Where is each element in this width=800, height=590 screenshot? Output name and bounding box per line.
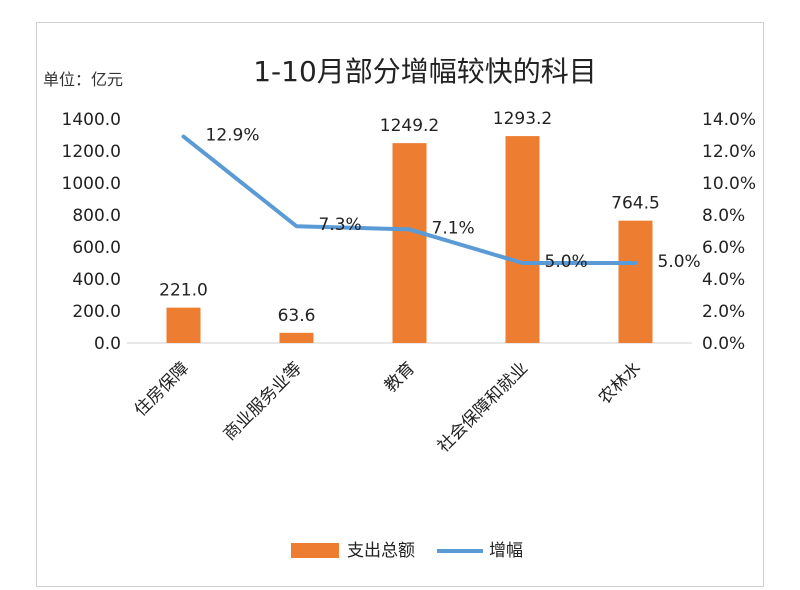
- line-data-label: 7.3%: [319, 215, 362, 235]
- line-group: [181, 134, 638, 265]
- bar-expenditure: [392, 143, 427, 343]
- line-data-label: 12.9%: [206, 126, 260, 146]
- y-right-tick-label: 10.0%: [702, 174, 756, 194]
- y-right-tick-label: 2.0%: [702, 302, 745, 322]
- x-tick-label: 社会保障和就业: [434, 358, 532, 456]
- bar-expenditure: [279, 332, 314, 343]
- x-tick-label: 商业服务业等: [220, 358, 306, 444]
- line-data-label: 7.1%: [432, 218, 475, 238]
- bar-data-label: 63.6: [278, 306, 316, 326]
- y-right-tick-label: 0.0%: [702, 334, 745, 354]
- chart-svg: 1-10月部分增幅较快的科目 单位：亿元 0.0 200.0 400.0 600.0 8…: [43, 55, 756, 561]
- y-left-tick-label: 1000.0: [62, 174, 121, 194]
- legend-label-line: 增幅: [489, 541, 523, 561]
- bars-group: [166, 136, 653, 343]
- chart-frame: 1-10月部分增幅较快的科目 单位：亿元 0.0 200.0 400.0 600.0 8…: [36, 22, 764, 587]
- unit-label: 单位：亿元: [43, 70, 123, 89]
- y-left-tick-label: 0.0: [94, 334, 121, 354]
- line-data-label: 5.0%: [545, 252, 588, 272]
- bar-data-label: 764.5: [611, 194, 660, 214]
- bar-expenditure: [618, 220, 653, 343]
- y-right-tick-label: 12.0%: [702, 142, 756, 162]
- x-tick-label: 农林水: [595, 358, 645, 408]
- x-tick-label: 教育: [381, 358, 419, 396]
- legend-label-bar: 支出总额: [347, 541, 415, 561]
- bar-data-label: 221.0: [159, 281, 208, 301]
- line-data-label: 5.0%: [658, 252, 701, 272]
- bar-expenditure: [166, 307, 201, 343]
- data-labels-group: 221.0 63.6 1249.2 1293.2 764.5 12.9% 7.3% 7.1% 5…: [159, 109, 701, 326]
- y-left-tick-label: 600.0: [72, 238, 121, 258]
- y-left-tick-label: 400.0: [72, 270, 121, 290]
- y-right-tick-label: 8.0%: [702, 206, 745, 226]
- legend-swatch-bar: [291, 543, 339, 558]
- bar-data-label: 1293.2: [493, 109, 552, 129]
- y-left-tick-label: 1200.0: [62, 142, 121, 162]
- y-left-tick-label: 200.0: [72, 302, 121, 322]
- y-right-tick-label: 14.0%: [702, 110, 756, 130]
- y-right-tick-label: 4.0%: [702, 270, 745, 290]
- legend[interactable]: 支出总额 增幅: [291, 541, 523, 561]
- bar-expenditure: [505, 136, 540, 343]
- x-tick-label: 住房保障: [131, 358, 193, 420]
- y-left-tick-label: 800.0: [72, 206, 121, 226]
- bar-data-label: 1249.2: [380, 116, 439, 136]
- y-right-tick-label: 6.0%: [702, 238, 745, 258]
- y-left-tick-label: 1400.0: [62, 110, 121, 130]
- chart-title: 1-10月部分增幅较快的科目: [253, 55, 597, 88]
